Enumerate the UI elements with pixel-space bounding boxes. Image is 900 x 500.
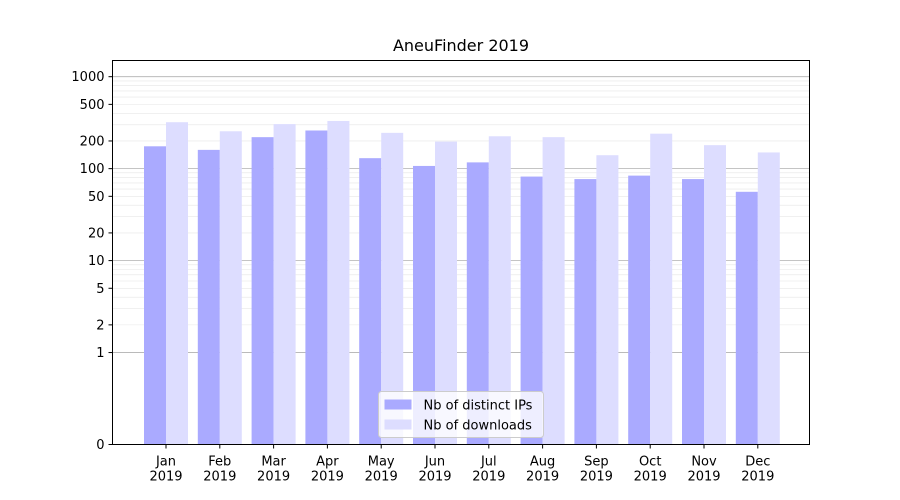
y-tick-label: 20: [88, 226, 105, 241]
legend-swatch: [384, 399, 412, 410]
bar-distinct-ips-11: [735, 191, 758, 445]
bar-distinct-ips-5: [413, 165, 435, 445]
bar-distinct-ips-7: [520, 176, 543, 445]
y-tick-label: 100: [80, 162, 105, 177]
plot-frame: [112, 60, 810, 445]
bar-distinct-ips-1: [197, 149, 220, 445]
y-tick-label: 50: [88, 190, 105, 205]
bar-downloads-10: [704, 145, 726, 445]
bars: [144, 120, 780, 445]
bar-downloads-9: [650, 133, 673, 445]
y-tick-label: 1: [96, 346, 104, 361]
x-tick-label: Nov 2019: [687, 455, 720, 485]
bar-downloads-6: [488, 136, 511, 445]
bar-downloads-2: [273, 124, 296, 445]
bar-downloads-4: [381, 132, 404, 445]
bar-downloads-3: [327, 120, 350, 445]
bar-distinct-ips-9: [628, 175, 651, 445]
x-tick-label: Feb 2019: [203, 455, 236, 485]
bar-distinct-ips-10: [682, 179, 704, 445]
legend-swatch: [384, 419, 412, 430]
bar-distinct-ips-6: [466, 162, 489, 445]
y-tick-label: 1000: [71, 70, 104, 85]
bar-distinct-ips-0: [144, 146, 166, 445]
x-tick-label: Oct 2019: [634, 455, 667, 485]
x-tick-label: Sep 2019: [580, 455, 613, 485]
y-tick-label: 500: [80, 98, 105, 113]
legend-box: [378, 391, 544, 438]
chart-title: AneuFinder 2019: [393, 36, 529, 55]
x-tick-label: Mar 2019: [257, 455, 290, 485]
y-axis: 0 1 2 5 10 20 50 100 200 500 1000: [71, 70, 113, 453]
y-tick-label: 2: [96, 318, 104, 333]
bar-distinct-ips-8: [574, 179, 597, 445]
x-tick-label: Aug 2019: [526, 455, 559, 485]
bar-downloads-11: [757, 152, 780, 445]
legend-label: Nb of distinct IPs: [424, 399, 533, 414]
y-tick-label: 200: [80, 134, 105, 149]
legend-label: Nb of downloads: [424, 419, 533, 434]
y-tick-label: 10: [88, 254, 105, 269]
bar-downloads-7: [542, 137, 565, 445]
x-tick-label: May 2019: [365, 455, 398, 485]
bar-distinct-ips-3: [305, 130, 328, 445]
x-tick-label: Jun 2019: [418, 455, 451, 485]
bar-downloads-0: [166, 122, 188, 445]
x-tick-label: Apr 2019: [311, 455, 344, 485]
x-tick-label: Jul 2019: [472, 455, 505, 485]
y-tick-label: 5: [96, 282, 104, 297]
x-tick-label: Jan 2019: [149, 455, 182, 485]
legend: Nb of distinct IPs Nb of downloads: [378, 391, 544, 438]
y-tick-label: 0: [96, 438, 104, 453]
bar-distinct-ips-2: [251, 137, 274, 445]
bar-downloads-1: [219, 131, 242, 445]
x-axis: Jan 2019 Feb 2019 Mar 2019 Apr 2019 May 2019 Jun 20…: [149, 444, 774, 485]
x-tick-label: Dec 2019: [741, 455, 774, 485]
bar-downloads-8: [596, 155, 619, 445]
bar-distinct-ips-4: [359, 158, 382, 445]
bar-downloads-5: [435, 141, 457, 445]
